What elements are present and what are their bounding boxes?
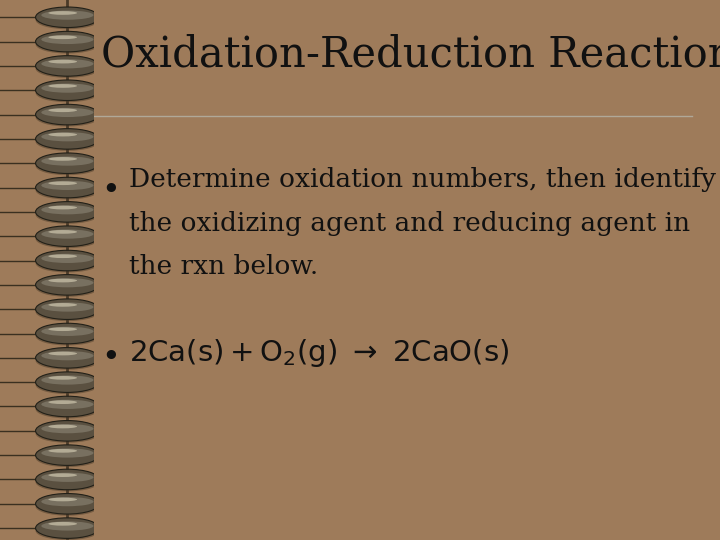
Ellipse shape (48, 206, 77, 210)
Ellipse shape (35, 84, 99, 102)
Ellipse shape (48, 157, 77, 161)
Ellipse shape (35, 352, 99, 370)
Ellipse shape (41, 351, 94, 360)
Ellipse shape (35, 400, 99, 418)
Ellipse shape (41, 59, 94, 69)
Ellipse shape (41, 35, 94, 44)
Ellipse shape (48, 303, 77, 307)
Ellipse shape (35, 421, 99, 441)
Text: •: • (102, 342, 120, 373)
Ellipse shape (48, 181, 77, 185)
Ellipse shape (35, 275, 99, 295)
Ellipse shape (35, 473, 99, 491)
Ellipse shape (35, 494, 99, 514)
Ellipse shape (35, 80, 99, 100)
Ellipse shape (35, 230, 99, 248)
Ellipse shape (41, 10, 94, 20)
Ellipse shape (48, 11, 77, 15)
Ellipse shape (35, 372, 99, 393)
Ellipse shape (35, 181, 99, 199)
Ellipse shape (35, 205, 99, 224)
Ellipse shape (35, 177, 99, 198)
Ellipse shape (35, 376, 99, 394)
Ellipse shape (35, 518, 99, 538)
Ellipse shape (48, 327, 77, 331)
Text: Determine oxidation numbers, then identify: Determine oxidation numbers, then identi… (129, 167, 716, 192)
Ellipse shape (41, 181, 94, 190)
Text: Oxidation-Reduction Reactions: Oxidation-Reduction Reactions (102, 33, 720, 76)
Ellipse shape (48, 230, 77, 234)
Ellipse shape (41, 448, 94, 457)
Ellipse shape (35, 35, 99, 53)
Ellipse shape (41, 108, 94, 117)
Ellipse shape (48, 400, 77, 404)
Ellipse shape (35, 469, 99, 490)
Ellipse shape (48, 36, 77, 39)
Ellipse shape (41, 230, 94, 239)
Ellipse shape (35, 7, 99, 28)
Ellipse shape (48, 254, 77, 258)
Ellipse shape (35, 129, 99, 149)
Ellipse shape (35, 323, 99, 344)
Ellipse shape (48, 498, 77, 501)
Ellipse shape (35, 11, 99, 29)
Ellipse shape (35, 424, 99, 443)
Ellipse shape (41, 132, 94, 141)
Ellipse shape (41, 400, 94, 409)
Ellipse shape (35, 108, 99, 126)
Ellipse shape (35, 226, 99, 246)
Ellipse shape (35, 157, 99, 175)
Ellipse shape (35, 497, 99, 516)
Ellipse shape (41, 375, 94, 384)
Ellipse shape (35, 299, 99, 320)
Ellipse shape (35, 153, 99, 173)
Ellipse shape (35, 250, 99, 271)
Ellipse shape (41, 205, 94, 214)
Ellipse shape (48, 424, 77, 428)
Ellipse shape (35, 56, 99, 76)
Ellipse shape (48, 352, 77, 355)
Ellipse shape (35, 348, 99, 368)
Ellipse shape (48, 449, 77, 453)
Ellipse shape (41, 157, 94, 166)
Ellipse shape (35, 59, 99, 78)
Text: the rxn below.: the rxn below. (129, 254, 318, 280)
Ellipse shape (48, 376, 77, 380)
Ellipse shape (35, 445, 99, 465)
Ellipse shape (35, 201, 99, 222)
Ellipse shape (35, 278, 99, 297)
Ellipse shape (35, 522, 99, 540)
Ellipse shape (41, 302, 94, 312)
Ellipse shape (41, 327, 94, 336)
Ellipse shape (41, 278, 94, 287)
Ellipse shape (35, 396, 99, 417)
Ellipse shape (35, 449, 99, 467)
Ellipse shape (48, 109, 77, 112)
Ellipse shape (48, 133, 77, 137)
Ellipse shape (41, 424, 94, 433)
Ellipse shape (35, 104, 99, 125)
Text: •: • (102, 175, 120, 206)
Text: the oxidizing agent and reducing agent in: the oxidizing agent and reducing agent i… (129, 211, 690, 236)
Ellipse shape (35, 132, 99, 151)
Ellipse shape (41, 497, 94, 507)
Ellipse shape (48, 279, 77, 282)
Ellipse shape (48, 60, 77, 64)
Text: $\mathrm{2Ca(s) + O_2(g)\ \rightarrow\ 2CaO(s)}$: $\mathrm{2Ca(s) + O_2(g)\ \rightarrow\ 2… (129, 336, 509, 369)
Ellipse shape (35, 31, 99, 52)
Ellipse shape (41, 521, 94, 531)
Ellipse shape (48, 522, 77, 525)
Ellipse shape (35, 327, 99, 346)
Ellipse shape (48, 473, 77, 477)
Ellipse shape (35, 302, 99, 321)
Ellipse shape (41, 84, 94, 93)
Ellipse shape (48, 84, 77, 88)
Ellipse shape (41, 472, 94, 482)
Ellipse shape (35, 254, 99, 273)
Ellipse shape (41, 254, 94, 263)
